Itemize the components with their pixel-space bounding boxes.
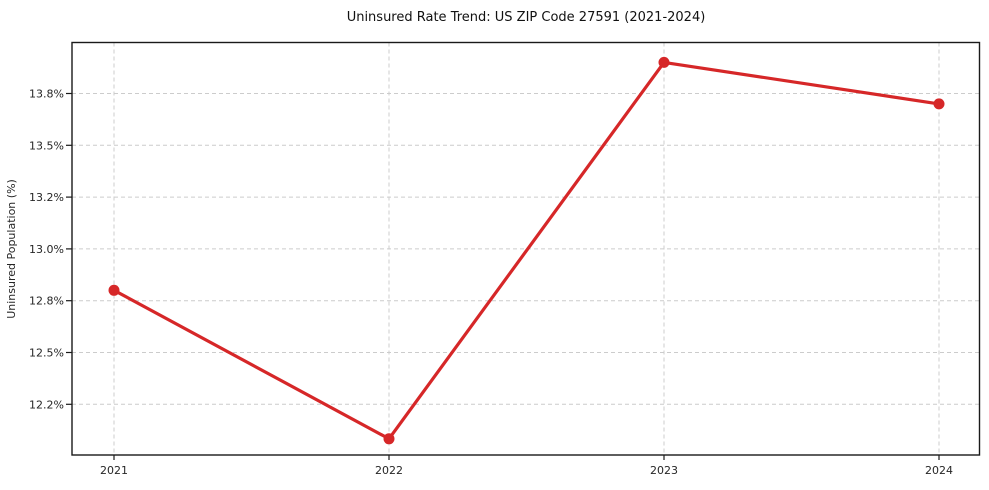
y-tick-label: 13.8% — [29, 88, 64, 101]
trend-line — [112, 60, 941, 441]
data-series — [108, 56, 945, 445]
plot-border — [71, 41, 981, 456]
y-axis-label: Uninsured Population (%) — [5, 179, 18, 319]
data-point-2023 — [658, 56, 670, 68]
x-tick-label: 2023 — [650, 464, 678, 477]
y-tick-label: 12.5% — [29, 347, 64, 360]
data-point-2021 — [108, 284, 120, 296]
x-tick-label: 2021 — [100, 464, 128, 477]
y-tick-label: 13.0% — [29, 243, 64, 256]
data-point-2022 — [383, 433, 395, 445]
y-tick-label: 12.2% — [29, 398, 64, 411]
y-tick-label: 12.8% — [29, 295, 64, 308]
tick-labels: 13.8% 13.5% 13.2% 13.0% 12.8% 12.5% 12.2% 2021 2… — [29, 88, 953, 478]
chart-title: Uninsured Rate Trend: US ZIP Code 27591 … — [347, 10, 706, 25]
y-tick-label: 13.5% — [29, 139, 64, 152]
gridlines — [72, 42, 980, 455]
x-tick-label: 2022 — [375, 464, 403, 477]
axes — [66, 41, 981, 460]
data-point-2024 — [933, 98, 945, 110]
y-tick-label: 13.2% — [29, 191, 64, 204]
x-tick-label: 2024 — [925, 464, 953, 477]
